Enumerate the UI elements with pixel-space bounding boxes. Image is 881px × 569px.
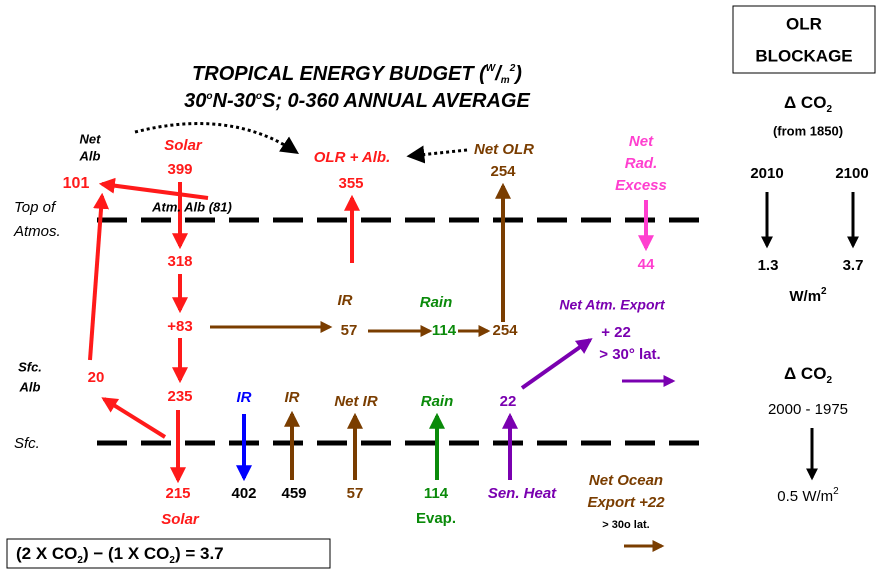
arrow [101, 397, 167, 439]
subscript: 2 [826, 375, 832, 386]
delta: Δ CO2 [784, 93, 832, 114]
arrow [98, 177, 209, 200]
label: Excess [615, 177, 667, 194]
formula-part: ) = 3.7 [175, 544, 224, 563]
label: Rain [420, 294, 453, 311]
title-unit: W [486, 63, 497, 74]
formula-box [6, 538, 331, 569]
subscript: 2 [826, 104, 832, 115]
value: 1.3 [758, 257, 779, 274]
value: 399 [167, 161, 192, 178]
title-text: N-30 [213, 90, 256, 112]
sidebar-title: BLOCKAGE [755, 46, 852, 65]
period: 2000 - 1975 [768, 401, 848, 418]
subscript: 2 [169, 555, 175, 566]
title-line-2: 30oN-30oS; 0-360 ANNUAL AVERAGE [184, 90, 530, 112]
arrow [520, 338, 593, 390]
label: IR [237, 389, 252, 406]
value: 3.7 [843, 257, 864, 274]
label: Net [629, 133, 654, 150]
superscript: 2 [833, 486, 839, 497]
label: Sfc. [18, 359, 42, 374]
delta-text: Δ CO [784, 364, 826, 383]
value: 215 [165, 485, 190, 502]
value: 318 [167, 253, 192, 270]
label: IR [338, 292, 353, 309]
label: Rad. [625, 155, 658, 172]
value: 0.5 W/m2 [777, 486, 839, 505]
value: + 22 [601, 324, 631, 341]
label: > 30° lat. [599, 346, 660, 363]
title-text: TROPICAL ENERGY BUDGET ( [192, 63, 488, 85]
year: 2010 [750, 165, 783, 182]
label: Export +22 [587, 494, 665, 511]
label: Evap. [416, 510, 456, 527]
formula: (2 X CO2) − (1 X CO2) = 3.7 [16, 544, 224, 565]
formula-part: ) − (1 X CO [83, 544, 169, 563]
label: Net Ocean [589, 472, 663, 489]
label: OLR + Alb. [314, 149, 391, 166]
value: 57 [347, 485, 364, 502]
value: 254 [490, 163, 516, 180]
value: 355 [338, 175, 363, 192]
label: Solar [164, 137, 203, 154]
label: Atm. Alb (81) [151, 199, 232, 214]
label: Solar [161, 511, 200, 528]
sidebar-title: OLR [786, 14, 822, 33]
label: Alb [79, 148, 101, 163]
label: Alb [19, 379, 41, 394]
value: 114 [424, 485, 449, 502]
subscript: 2 [77, 555, 83, 566]
title-unit: 2 [509, 63, 516, 74]
level-label: Atmos. [13, 223, 61, 240]
year: 2100 [835, 165, 868, 182]
label: (from 1850) [773, 123, 843, 138]
value: 402 [231, 485, 256, 502]
label: Net [80, 131, 102, 146]
arrows [88, 122, 859, 552]
dotted-arrow [406, 145, 468, 164]
label: Sen. Heat [488, 485, 557, 502]
level-label: Sfc. [14, 435, 40, 452]
label: Net Atm. Export [559, 297, 666, 313]
superscript: 2 [821, 286, 827, 297]
unit-text: W/m [789, 288, 821, 305]
level-label: Top of [14, 199, 57, 216]
value: 459 [281, 485, 306, 502]
sidebar-box [732, 5, 876, 74]
dotted-arrow [134, 122, 299, 154]
value: 57 [341, 322, 358, 339]
unit: W/m2 [789, 286, 827, 305]
label: Net IR [334, 393, 378, 410]
value: 254 [492, 322, 518, 339]
value: 114 [432, 322, 457, 339]
delta-text: Δ CO [784, 93, 826, 112]
title-unit: / [494, 63, 503, 85]
value: 101 [63, 175, 90, 192]
label: IR [285, 389, 300, 406]
delta: Δ CO2 [784, 364, 832, 385]
formula-part: (2 X CO [16, 544, 77, 563]
arrow [88, 192, 110, 361]
value-text: 0.5 W/m [777, 488, 833, 505]
degree: o [256, 91, 262, 102]
value: 20 [88, 369, 105, 386]
title-text: ) [513, 63, 522, 85]
value: 235 [167, 388, 192, 405]
title-line-1: TROPICAL ENERGY BUDGET (W/m2) [192, 63, 522, 86]
value: 44 [638, 256, 655, 273]
label: Rain [421, 393, 454, 410]
label: Net OLR [474, 141, 534, 158]
label: > 30o lat. [602, 519, 649, 531]
value: +83 [167, 318, 192, 335]
degree: o [206, 91, 212, 102]
title-text: S; 0-360 ANNUAL AVERAGE [262, 90, 530, 112]
value: 22 [500, 393, 517, 410]
title-text: 30 [184, 90, 206, 112]
title-unit: m [501, 75, 510, 86]
